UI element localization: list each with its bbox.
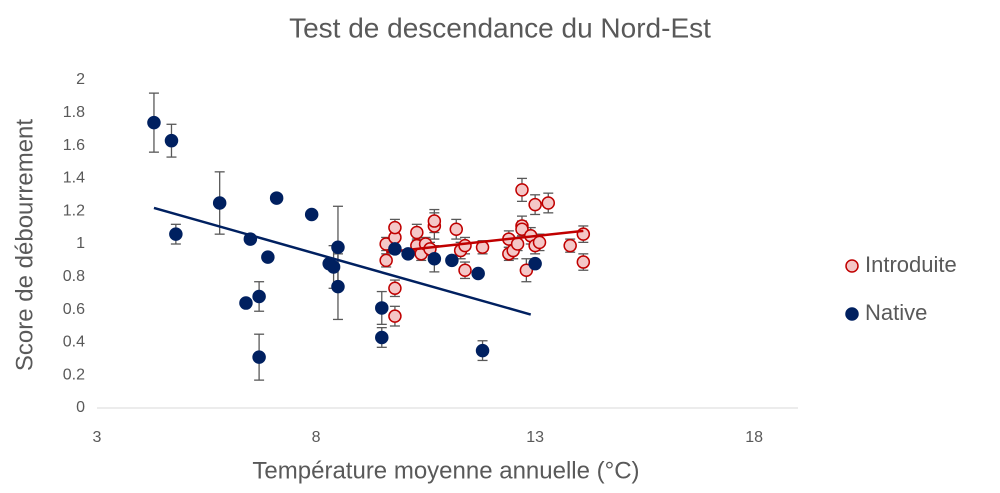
point <box>331 279 345 294</box>
x-axis-label: Température moyenne annuelle (°C) <box>252 457 639 484</box>
point <box>388 242 402 256</box>
y-tick-label: 0.6 <box>63 301 85 318</box>
point <box>326 260 341 274</box>
y-tick-label: 1 <box>76 235 85 252</box>
point <box>212 196 227 210</box>
point <box>401 247 415 261</box>
point <box>458 263 472 277</box>
point <box>445 253 459 268</box>
y-tick-label: 0.4 <box>63 334 85 351</box>
point <box>388 309 402 323</box>
point <box>164 133 179 148</box>
y-axis-label: Score de débourrement <box>11 119 38 371</box>
y-tick-label: 1.4 <box>63 170 85 187</box>
point <box>563 238 577 253</box>
y-tick-label: 1.2 <box>63 202 85 219</box>
point <box>528 197 542 212</box>
y-tick-label: 0.8 <box>63 268 85 285</box>
point <box>427 252 442 266</box>
point <box>515 222 529 236</box>
point <box>427 214 442 228</box>
point <box>410 225 424 240</box>
point <box>519 263 534 277</box>
y-tick-label: 2 <box>76 71 85 88</box>
y-tick-label: 0.2 <box>63 366 85 383</box>
point <box>304 207 319 222</box>
point <box>475 343 490 358</box>
x-tick-label: 3 <box>93 429 102 446</box>
point <box>331 240 345 255</box>
point <box>239 296 253 310</box>
point <box>147 115 161 130</box>
point <box>169 227 183 241</box>
point <box>576 255 591 269</box>
x-tick-label: 18 <box>745 429 763 446</box>
point <box>379 253 393 268</box>
y-tick-label: 0 <box>76 399 85 416</box>
legend-marker <box>845 307 859 321</box>
legend-label: Native <box>865 300 927 325</box>
point <box>375 330 389 345</box>
y-tick-label: 1.8 <box>63 104 85 121</box>
trend-line <box>386 229 584 254</box>
point <box>388 220 402 235</box>
point <box>458 238 472 253</box>
point <box>375 301 389 315</box>
trend-line <box>153 206 532 316</box>
legend-label: Introduite <box>865 252 957 277</box>
chart-title: Test de descendance du Nord-Est <box>289 12 711 43</box>
point <box>252 289 266 304</box>
point <box>388 281 402 296</box>
point <box>541 196 556 210</box>
point <box>261 250 275 264</box>
point <box>576 227 591 241</box>
point <box>510 237 525 251</box>
point <box>515 183 529 197</box>
x-tick-label: 13 <box>526 429 544 446</box>
point <box>528 256 542 271</box>
point <box>449 222 464 236</box>
point <box>471 266 485 281</box>
x-tick-label: 8 <box>312 429 321 446</box>
point <box>269 191 284 205</box>
point <box>532 235 547 250</box>
y-tick-label: 1.6 <box>63 137 85 154</box>
point <box>252 350 266 364</box>
legend-marker <box>845 259 859 273</box>
